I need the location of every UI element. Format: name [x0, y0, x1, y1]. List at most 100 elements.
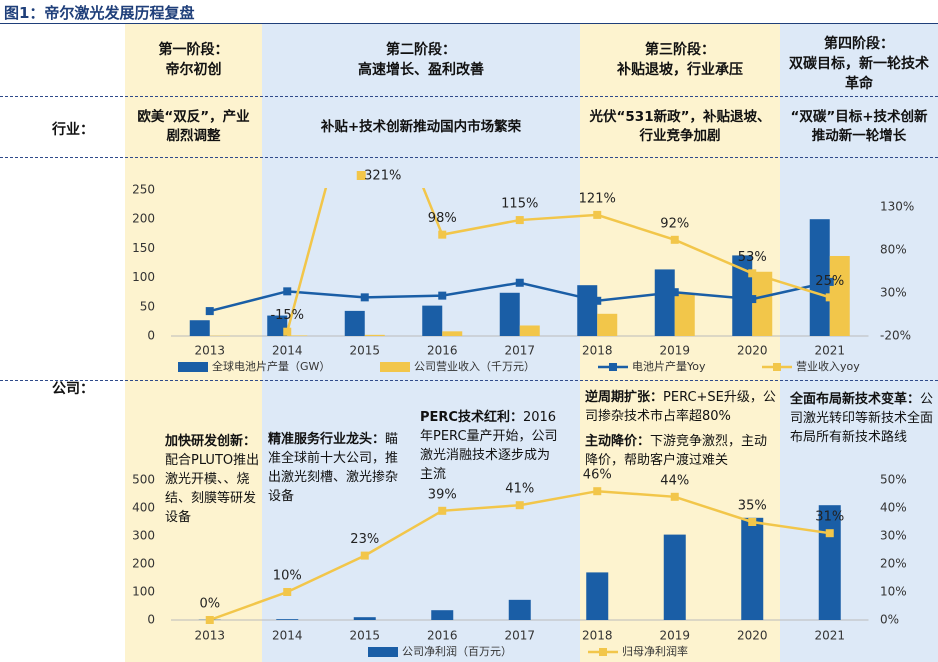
- note: 逆周期扩张：PERC+SE升级，公司掺杂技术市占率超80% 主动降价：下游竞争激烈…: [585, 388, 777, 470]
- note-heading: PERC技术红利：: [420, 410, 523, 425]
- stage-name: 第四阶段：: [824, 36, 894, 52]
- divider: [0, 380, 938, 381]
- y2-tick-label: 20%: [880, 557, 907, 571]
- y-tick-label: 400: [132, 501, 155, 515]
- note-body: 下游竞争激烈，主动降价，帮助客户渡过难关: [585, 434, 768, 468]
- line-marker: [593, 487, 602, 496]
- line-marker: [593, 210, 602, 219]
- note: 加快研发创新： 配合PLUTO推出激光开模、、烧结、刻膜等研发设备: [165, 432, 261, 527]
- data-label: 53%: [738, 250, 767, 265]
- x-tick-label: 2019: [659, 629, 690, 643]
- legend-label: 归母净利润率: [622, 644, 688, 658]
- y-tick-label: 100: [132, 585, 155, 599]
- x-tick-label: 2013: [194, 629, 225, 643]
- note-paragraph: 加快研发创新： 配合PLUTO推出激光开模、、烧结、刻膜等研发设备: [165, 432, 261, 527]
- line-marker: [825, 277, 834, 286]
- row-label: 公司：: [52, 381, 94, 397]
- x-tick-label: 2016: [427, 344, 458, 358]
- note-paragraph: 全面布局新技术变革：公司激光转印等新技术全面布局所有新技术路线: [790, 390, 935, 447]
- divider: [0, 157, 938, 158]
- bar: [577, 285, 598, 336]
- note-body: 2016年PERC量产开始，公司激光消融技术逐步成为主流: [420, 410, 558, 482]
- data-label: 41%: [505, 482, 534, 497]
- legend-label: 营业收入yoy: [796, 359, 860, 373]
- data-label: 23%: [350, 532, 379, 547]
- industry-text: 补贴+技术创新推动国内市场繁荣: [320, 118, 522, 135]
- label-marker: [356, 171, 366, 180]
- stage-header: 第二阶段： 高速增长、盈利改善: [270, 40, 572, 80]
- bar: [829, 255, 850, 336]
- line-marker: [825, 293, 834, 302]
- stage-bg: [125, 24, 262, 662]
- legend-swatch: [609, 363, 617, 371]
- line-marker: [205, 307, 214, 316]
- bar: [654, 269, 675, 336]
- note-heading: 主动降价：: [585, 434, 651, 449]
- bar: [586, 572, 609, 620]
- line-marker: [360, 293, 369, 302]
- data-label: 44%: [660, 473, 689, 488]
- stage-name: 第一阶段：: [158, 42, 229, 58]
- line-marker: [205, 616, 214, 624]
- bar: [287, 335, 308, 336]
- y2-tick-label: 30%: [880, 529, 907, 543]
- legend-swatch: [380, 362, 410, 372]
- note-heading: 精准服务行业龙头：: [268, 432, 386, 447]
- line-group: [205, 277, 834, 316]
- data-label: 0%: [199, 597, 220, 612]
- data-label: -15%: [270, 308, 304, 323]
- data-label: 10%: [273, 569, 302, 584]
- stage-name: 第三阶段：: [645, 42, 715, 58]
- stage-header: 第四阶段： 双碳目标，新一轮技术革命: [788, 34, 930, 94]
- bar: [267, 315, 288, 336]
- stage-name: 第二阶段：: [386, 42, 456, 58]
- bar: [189, 320, 210, 336]
- x-tick-label: 2019: [659, 344, 690, 358]
- legend-swatch: [599, 648, 607, 656]
- legend-label: 电池片产量Yoy: [632, 359, 706, 373]
- line-marker: [515, 501, 524, 510]
- y2-tick-label: 30%: [880, 286, 907, 300]
- bar: [344, 310, 365, 336]
- y2-tick-label: 10%: [880, 585, 907, 599]
- data-label: 39%: [428, 487, 457, 502]
- note-paragraph: 精准服务行业龙头：瞄准全球前十大公司，推出激光刻槽、激光掺杂设备: [268, 430, 400, 506]
- line-marker: [515, 278, 524, 287]
- bar: [732, 255, 753, 336]
- bar: [364, 334, 385, 336]
- title-rule: [0, 23, 938, 24]
- industry-text: “双碳”目标+技术创新推动新一轮增长: [790, 109, 928, 144]
- note-heading: 逆周期扩张：: [585, 390, 664, 405]
- note: 全面布局新技术变革：公司激光转印等新技术全面布局所有新技术路线: [790, 390, 935, 447]
- note: PERC技术红利：2016年PERC量产开始，公司激光消融技术逐步成为主流: [420, 408, 560, 484]
- line-marker: [515, 216, 524, 225]
- data-label: 121%: [579, 191, 616, 206]
- legend-swatch: [773, 363, 781, 371]
- note-body: 配合PLUTO推出激光开模、、烧结、刻膜等研发设备: [165, 453, 260, 525]
- note-heading: 全面布局新技术变革：: [790, 392, 921, 407]
- stage-header: 第一阶段： 帝尔初创: [133, 40, 254, 80]
- bar: [519, 325, 540, 336]
- line-group: [205, 487, 834, 624]
- note-paragraph: 主动降价：下游竞争激烈，主动降价，帮助客户渡过难关: [585, 432, 777, 470]
- data-label: 98%: [428, 211, 457, 226]
- note-body: 瞄准全球前十大公司，推出激光刻槽、激光掺杂设备: [268, 432, 399, 504]
- line-group: [283, 188, 834, 336]
- note-heading: 加快研发创新：: [165, 434, 257, 449]
- row-label: 行业：: [52, 122, 94, 138]
- x-tick-label: 2014: [272, 344, 303, 358]
- y-tick-label: 100: [132, 270, 155, 284]
- industry-text: 欧美“双反”，产业剧烈调整: [137, 109, 250, 144]
- divider: [0, 96, 938, 97]
- bar: [752, 271, 773, 336]
- y-tick-label: 300: [132, 529, 155, 543]
- x-tick-label: 2021: [814, 629, 845, 643]
- stage-header: 第三阶段： 补贴退坡，行业承压: [588, 40, 772, 80]
- bar: [663, 534, 686, 620]
- x-tick-label: 2013: [194, 344, 225, 358]
- line-marker: [670, 492, 679, 501]
- data-label: 35%: [738, 499, 767, 514]
- line-marker: [438, 291, 447, 300]
- y2-tick-label: 80%: [880, 243, 907, 257]
